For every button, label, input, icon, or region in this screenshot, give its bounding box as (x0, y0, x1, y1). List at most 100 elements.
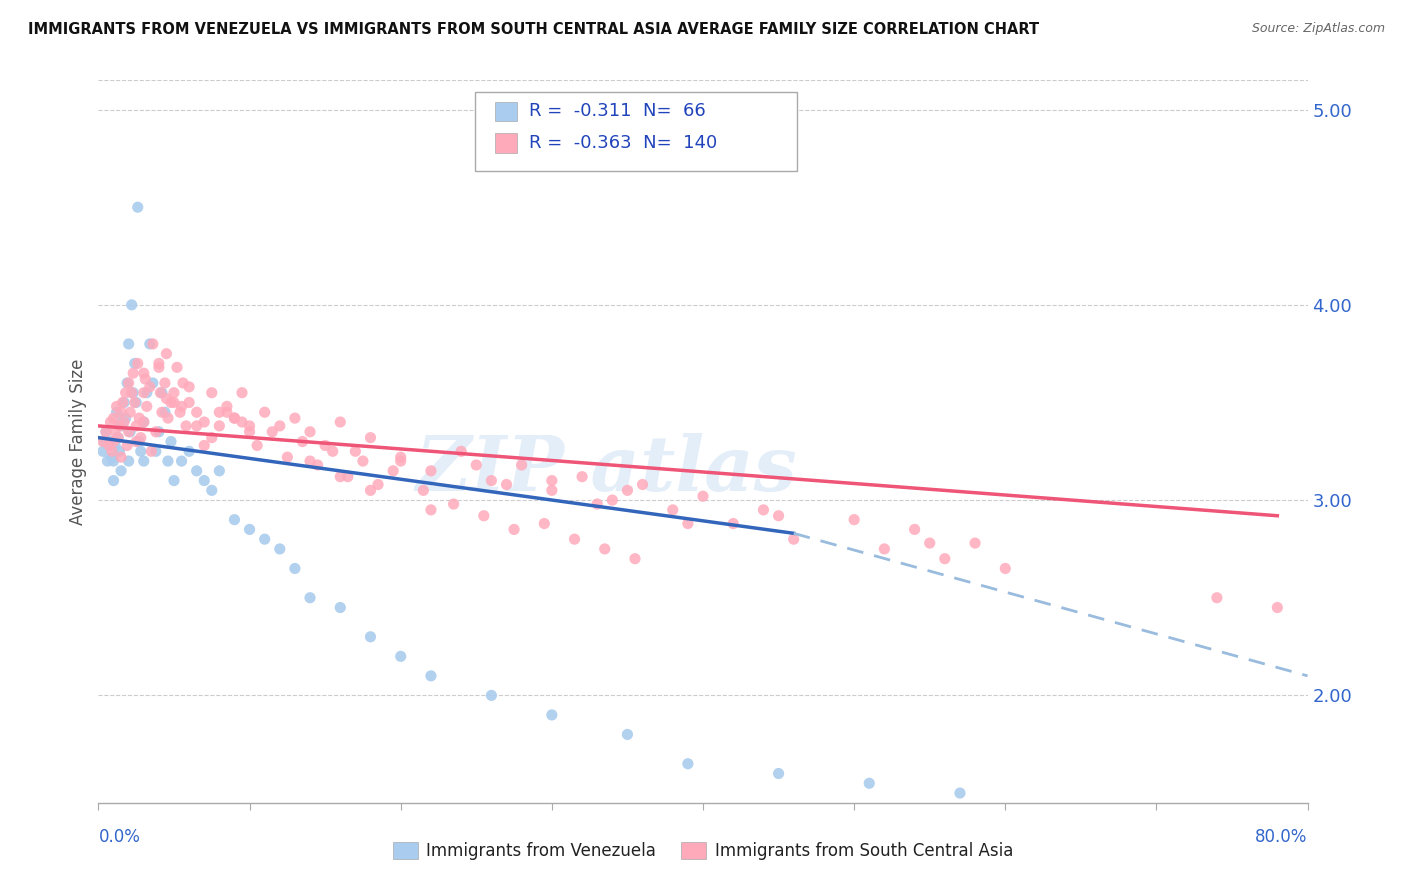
Point (105, 400, 128, 414)
Point (125, 418, 148, 433)
Point (768, 766, 790, 780)
Point (602, 493, 624, 508)
Point (145, 444, 167, 458)
Text: 0.0%: 0.0% (98, 828, 141, 847)
Point (155, 346, 177, 360)
Point (367, 477, 389, 491)
Point (111, 418, 134, 433)
Point (495, 477, 517, 491)
Point (174, 418, 197, 433)
Text: Source: ZipAtlas.com: Source: ZipAtlas.com (1251, 22, 1385, 36)
Point (752, 503, 775, 517)
Point (193, 415, 215, 429)
Point (193, 474, 215, 488)
Point (299, 454, 322, 468)
Point (224, 513, 246, 527)
Point (150, 405, 173, 419)
Point (269, 418, 291, 433)
Point (420, 503, 443, 517)
Point (128, 411, 150, 425)
Point (299, 425, 322, 439)
Point (262, 425, 284, 439)
Point (122, 366, 145, 380)
Point (179, 380, 201, 394)
Point (101, 444, 124, 458)
Point (160, 434, 183, 449)
Point (142, 337, 165, 351)
Point (115, 438, 138, 452)
Point (224, 411, 246, 425)
Point (139, 380, 162, 394)
Point (170, 454, 193, 468)
Point (329, 600, 352, 615)
Point (103, 474, 125, 488)
Point (104, 438, 127, 452)
Point (246, 438, 269, 452)
Point (149, 385, 172, 400)
Point (389, 454, 412, 468)
Point (108, 444, 131, 458)
Point (148, 360, 170, 375)
Point (110, 450, 132, 465)
Point (148, 425, 170, 439)
Point (124, 356, 146, 370)
Point (360, 431, 382, 445)
Point (111, 395, 134, 409)
Point (105, 405, 128, 419)
Point (121, 385, 143, 400)
Point (239, 523, 262, 537)
Point (344, 444, 367, 458)
Point (284, 411, 307, 425)
Point (155, 392, 177, 406)
Point (124, 395, 146, 409)
Point (118, 376, 141, 390)
Point (91, 444, 114, 458)
Point (616, 483, 638, 498)
Point (299, 591, 322, 605)
Point (420, 464, 443, 478)
Point (1267, 600, 1289, 615)
Point (420, 669, 443, 683)
Text: 80.0%: 80.0% (1256, 828, 1308, 847)
Point (186, 405, 208, 419)
Point (104, 425, 127, 439)
Point (253, 405, 276, 419)
Point (172, 376, 194, 390)
Point (389, 450, 412, 465)
Point (564, 532, 586, 546)
Point (139, 337, 162, 351)
Point (115, 376, 138, 390)
Point (163, 395, 186, 409)
Point (208, 405, 231, 419)
Point (94, 425, 117, 439)
Point (98, 438, 121, 452)
Point (1206, 591, 1229, 605)
Point (412, 483, 434, 498)
Point (108, 418, 131, 433)
Text: IMMIGRANTS FROM VENEZUELA VS IMMIGRANTS FROM SOUTH CENTRAL ASIA AVERAGE FAMILY S: IMMIGRANTS FROM VENEZUELA VS IMMIGRANTS … (28, 22, 1039, 37)
Point (208, 464, 231, 478)
Point (107, 431, 129, 445)
Point (239, 418, 262, 433)
Point (593, 541, 616, 556)
Point (100, 415, 122, 429)
Point (125, 434, 148, 449)
Point (118, 337, 141, 351)
Point (329, 415, 352, 429)
Point (389, 649, 412, 664)
Point (472, 508, 495, 523)
Point (336, 469, 359, 483)
Point (661, 503, 683, 517)
Point (231, 385, 253, 400)
Point (783, 532, 806, 546)
Point (98, 434, 121, 449)
Point (120, 405, 142, 419)
Point (676, 516, 699, 531)
Point (129, 444, 152, 458)
Point (163, 474, 186, 488)
Point (121, 298, 143, 312)
Point (201, 483, 224, 498)
Point (918, 536, 941, 550)
Point (120, 425, 142, 439)
Point (132, 454, 155, 468)
